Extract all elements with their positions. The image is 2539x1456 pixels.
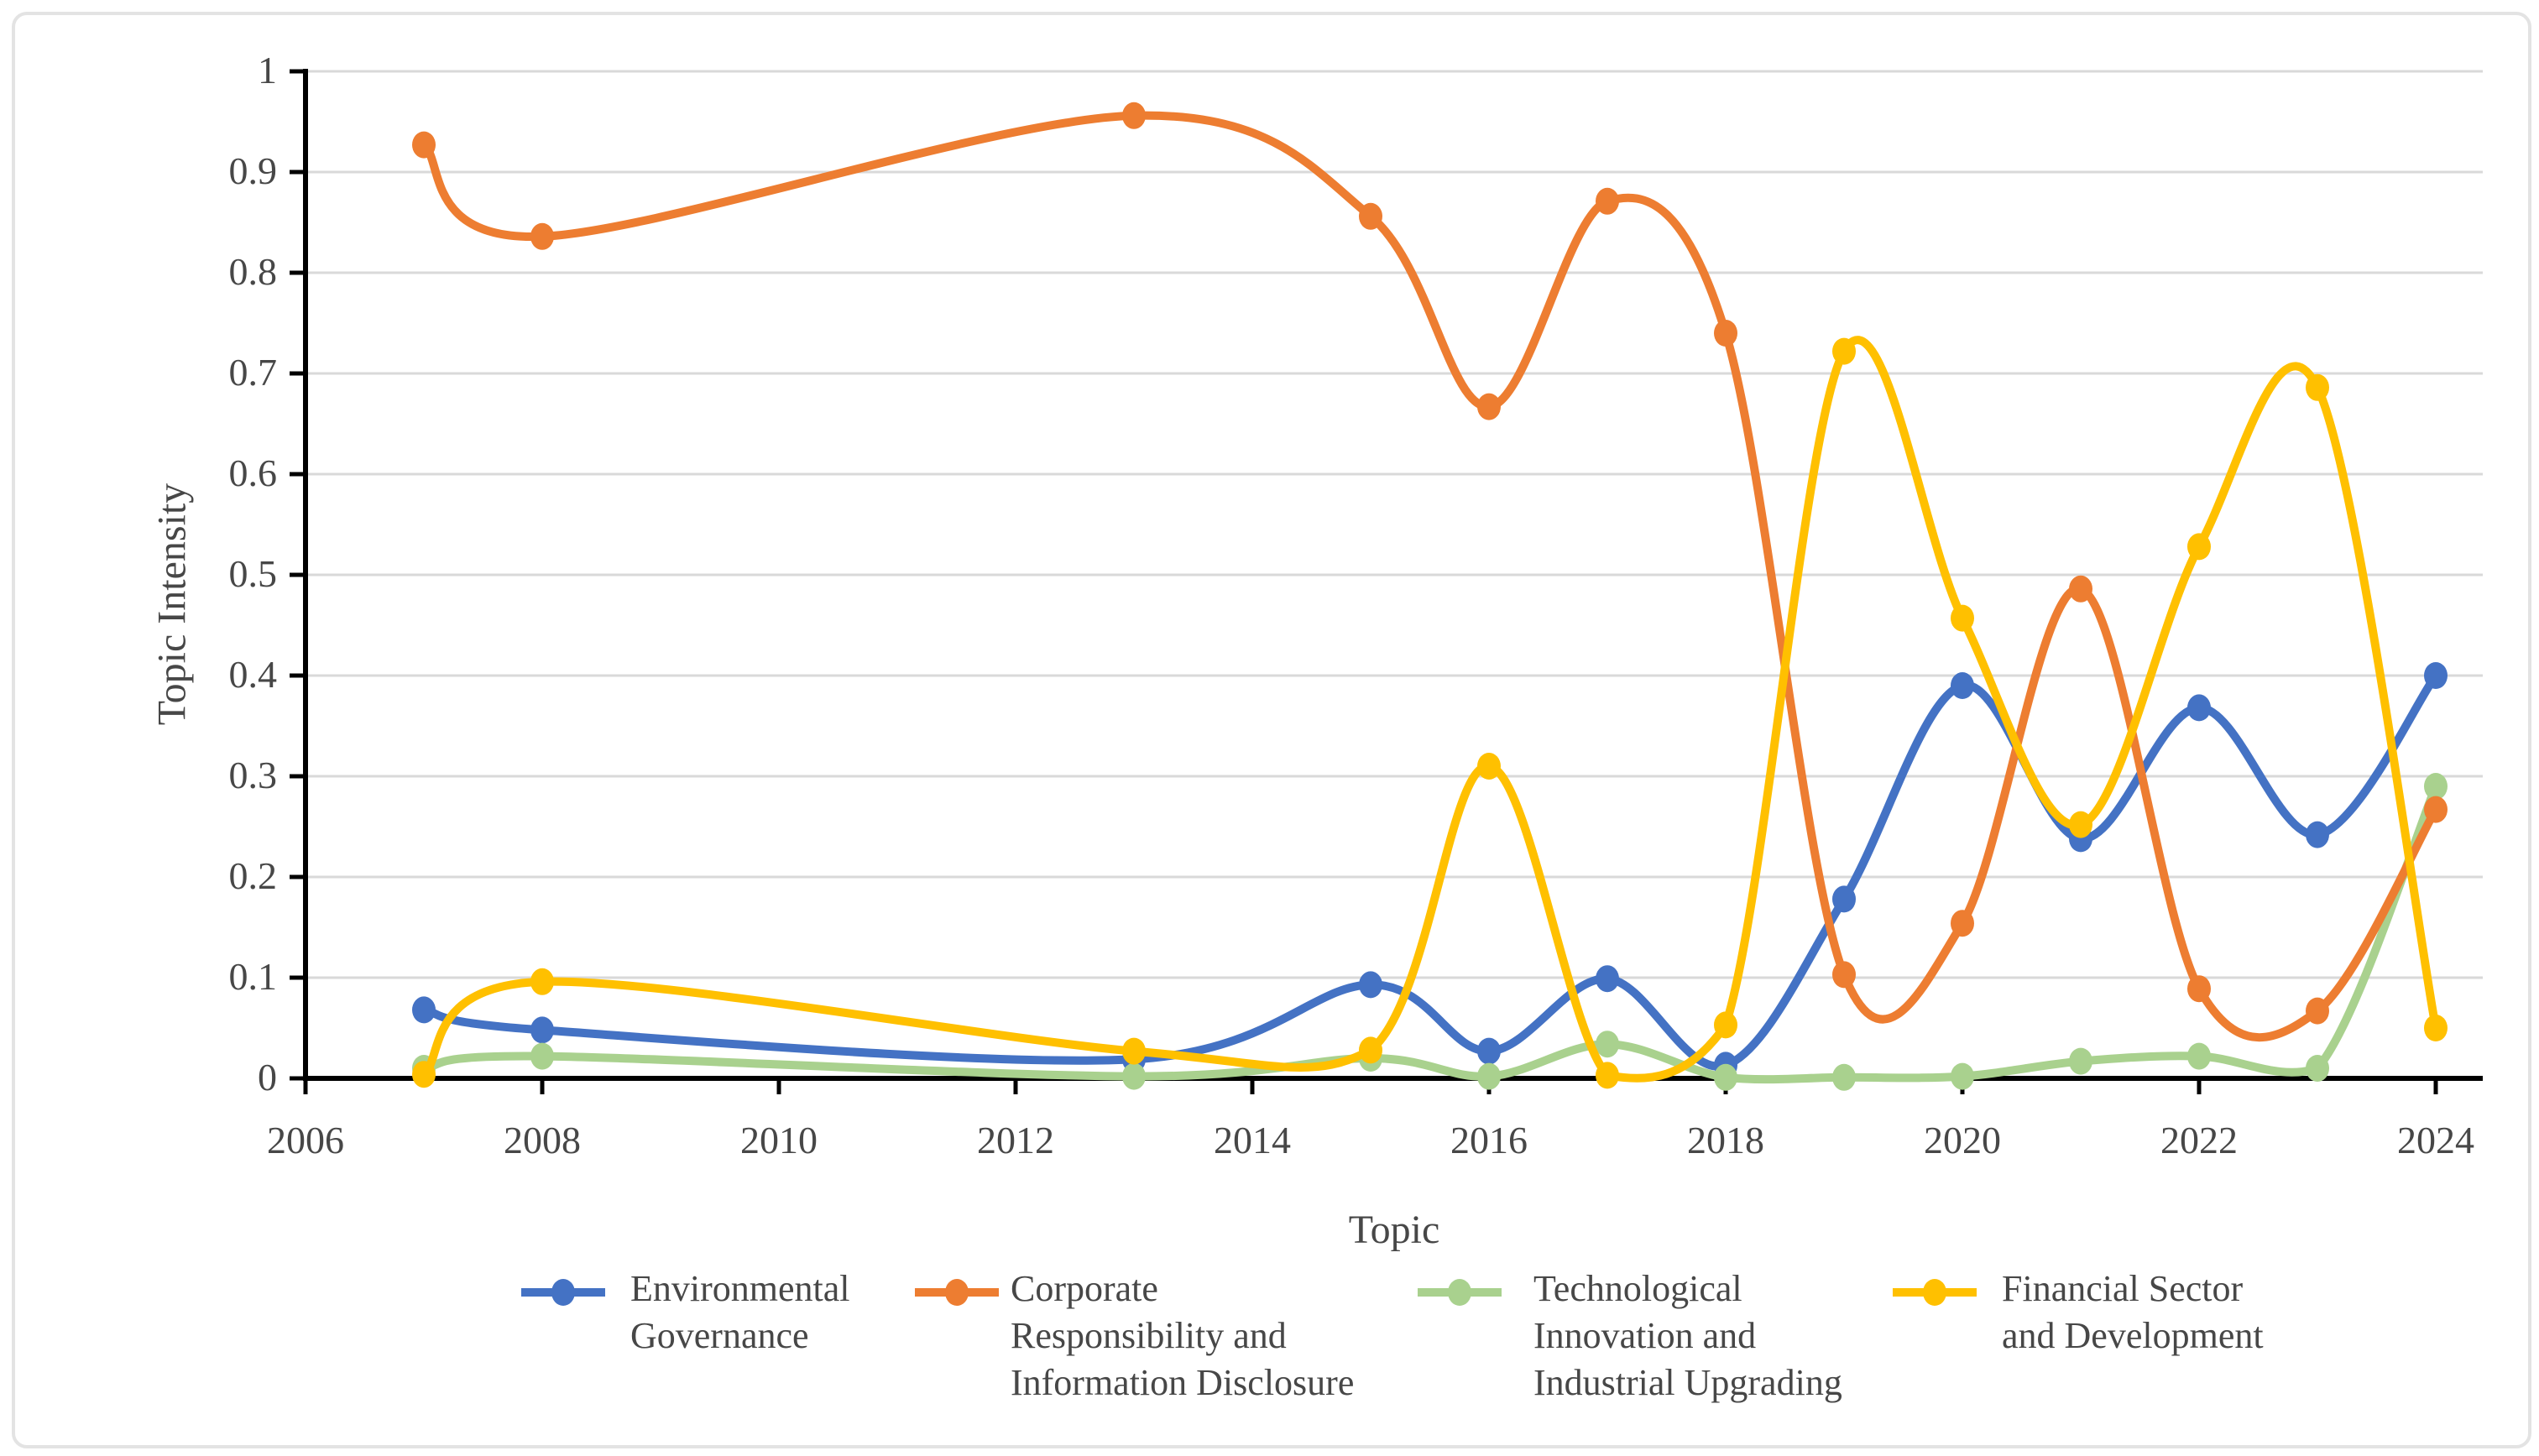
data-point-technological-innovation-and-industrial-upgrading (2069, 1047, 2092, 1075)
x-tick-label: 2008 (504, 1119, 581, 1161)
legend-label-line: Technological (1533, 1268, 1742, 1309)
x-tick-label: 2006 (267, 1119, 344, 1161)
data-point-technological-innovation-and-industrial-upgrading (1596, 1031, 1619, 1058)
data-point-financial-sector-and-development (1359, 1036, 1382, 1064)
data-point-technological-innovation-and-industrial-upgrading (2306, 1055, 2329, 1082)
data-point-environmental-governance (1477, 1037, 1501, 1065)
data-point-corporate-responsibility-and-information-disclosure (1477, 393, 1501, 420)
data-point-environmental-governance (2424, 662, 2448, 689)
data-point-technological-innovation-and-industrial-upgrading (1477, 1062, 1501, 1090)
x-tick-label: 2020 (1924, 1119, 2001, 1161)
data-point-environmental-governance (1832, 885, 1856, 913)
y-tick-label: 0.4 (228, 653, 278, 696)
data-point-financial-sector-and-development (1951, 604, 1974, 632)
y-tick-label: 1 (258, 49, 277, 91)
data-point-financial-sector-and-development (530, 968, 554, 995)
data-point-corporate-responsibility-and-information-disclosure (530, 222, 554, 250)
x-tick-label: 2024 (2397, 1119, 2474, 1161)
legend-label: Technological Innovation and Industrial Up… (1533, 1266, 1842, 1406)
x-tick-label: 2012 (977, 1119, 1054, 1161)
y-tick-label: 0.6 (228, 451, 278, 494)
series-line-technological-innovation-and-industrial-upgrading (420, 782, 2440, 1084)
legend-label-line: Financial Sector (2002, 1268, 2244, 1309)
data-point-technological-innovation-and-industrial-upgrading (1122, 1062, 1146, 1090)
data-point-technological-innovation-and-industrial-upgrading (1714, 1063, 1737, 1091)
legend-label-line: Innovation and (1533, 1315, 1757, 1356)
y-tick-label: 0.2 (228, 854, 278, 897)
data-point-environmental-governance (1951, 672, 1974, 699)
data-point-environmental-governance (1596, 965, 1619, 993)
data-point-financial-sector-and-development (1122, 1037, 1146, 1065)
y-tick-label: 0.7 (228, 351, 278, 394)
legend-label: Environmental Governance (630, 1266, 850, 1359)
legend-label-line: Industrial Upgrading (1533, 1362, 1842, 1403)
x-tick-label: 2016 (1450, 1119, 1528, 1161)
data-point-environmental-governance (1359, 971, 1382, 999)
figure-border (12, 12, 2531, 1448)
data-point-technological-innovation-and-industrial-upgrading (530, 1042, 554, 1070)
data-point-financial-sector-and-development (1596, 1062, 1619, 1089)
legend-label-line: Environmental (630, 1268, 850, 1309)
data-point-environmental-governance (2187, 694, 2211, 722)
y-tick-label: 0.3 (228, 754, 278, 796)
data-point-corporate-responsibility-and-information-disclosure (1122, 102, 1146, 129)
legend-label-line: Information Disclosure (1011, 1362, 1355, 1403)
legend-marker-icon (915, 1274, 999, 1311)
data-point-financial-sector-and-development (1714, 1011, 1737, 1039)
legend-label-line: Governance (630, 1315, 809, 1356)
series-line-financial-sector-and-development (420, 336, 2440, 1083)
x-axis-title: Topic (1348, 1208, 1440, 1252)
data-point-financial-sector-and-development (2424, 1015, 2448, 1041)
data-point-corporate-responsibility-and-information-disclosure (2069, 575, 2092, 603)
data-point-corporate-responsibility-and-information-disclosure (412, 131, 436, 159)
data-point-corporate-responsibility-and-information-disclosure (2187, 975, 2211, 1003)
data-point-corporate-responsibility-and-information-disclosure (2306, 997, 2329, 1025)
data-point-technological-innovation-and-industrial-upgrading (1832, 1063, 1856, 1091)
y-tick-label: 0.1 (228, 955, 278, 998)
y-tick-label: 0.9 (228, 149, 278, 192)
data-point-corporate-responsibility-and-information-disclosure (1714, 320, 1737, 347)
data-point-corporate-responsibility-and-information-disclosure (2424, 796, 2448, 823)
data-point-financial-sector-and-development (2187, 533, 2211, 561)
chart-legend: Environmental Governance Corporate Responsi… (0, 0, 2539, 1403)
y-tick-label: 0.5 (228, 552, 278, 595)
data-point-corporate-responsibility-and-information-disclosure (1832, 961, 1856, 989)
x-tick-label: 2018 (1687, 1119, 1764, 1161)
x-tick-label: 2022 (2160, 1119, 2238, 1161)
data-point-financial-sector-and-development (2069, 811, 2092, 838)
y-tick-label: 0.8 (228, 250, 278, 293)
data-point-technological-innovation-and-industrial-upgrading (1951, 1062, 1974, 1090)
series-line-corporate-responsibility-and-information-disclosure (420, 111, 2440, 1042)
data-point-corporate-responsibility-and-information-disclosure (1596, 187, 1619, 215)
data-point-environmental-governance (412, 996, 436, 1024)
legend-label-line: Responsibility and (1011, 1315, 1287, 1356)
data-point-financial-sector-and-development (2306, 373, 2329, 401)
legend-label: Financial Sector and Development (2002, 1266, 2264, 1359)
y-tick-label: 0 (258, 1056, 277, 1099)
data-point-corporate-responsibility-and-information-disclosure (1359, 202, 1382, 230)
legend-label: Corporate Responsibility and Information D… (1011, 1266, 1354, 1406)
data-point-financial-sector-and-development (1477, 753, 1501, 780)
legend-label-line: Corporate (1011, 1268, 1158, 1309)
legend-marker-icon (521, 1274, 605, 1311)
legend-marker-icon (1893, 1274, 1977, 1311)
x-tick-label: 2014 (1214, 1119, 1291, 1161)
data-point-corporate-responsibility-and-information-disclosure (1951, 910, 1974, 937)
y-axis-title: Topic Intensity (149, 483, 195, 726)
data-point-technological-innovation-and-industrial-upgrading (2424, 773, 2448, 800)
data-point-financial-sector-and-development (412, 1061, 436, 1088)
x-tick-label: 2010 (740, 1119, 818, 1161)
data-point-financial-sector-and-development (1832, 337, 1856, 365)
data-point-environmental-governance (2306, 821, 2329, 848)
legend-label-line: and Development (2002, 1315, 2264, 1356)
data-point-environmental-governance (530, 1016, 554, 1044)
legend-marker-icon (1418, 1274, 1502, 1311)
data-point-technological-innovation-and-industrial-upgrading (2187, 1042, 2211, 1070)
